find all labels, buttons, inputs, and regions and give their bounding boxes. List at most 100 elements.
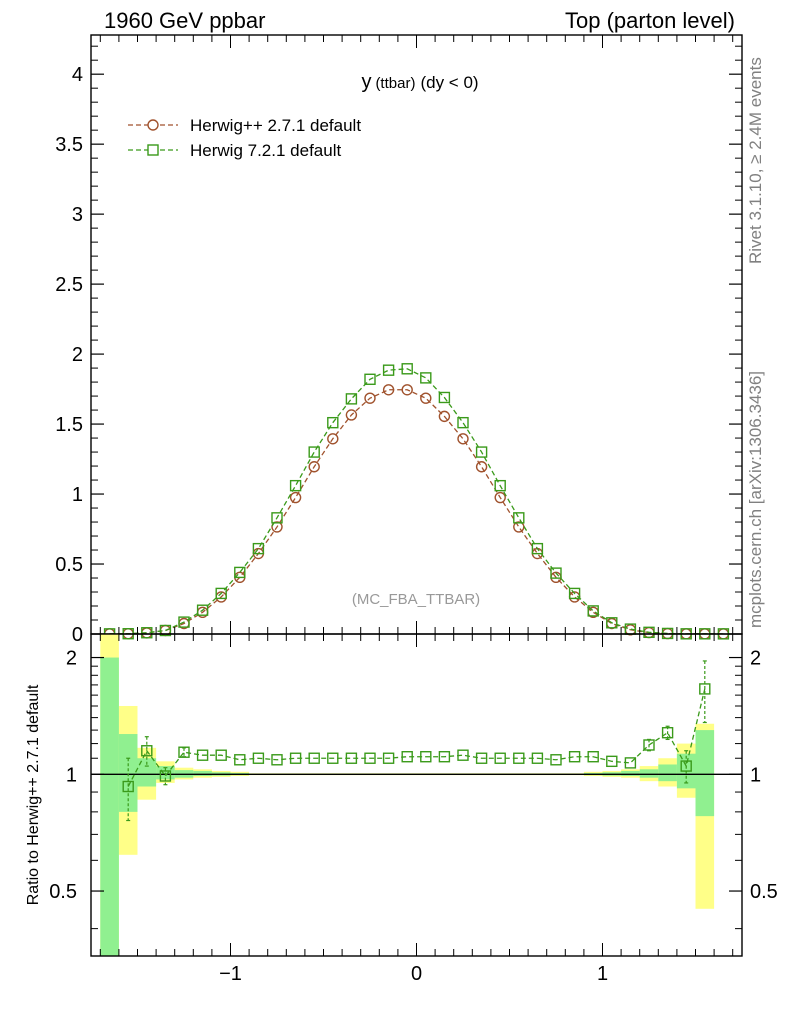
data-point-square: [364, 373, 376, 385]
x-tick-label: −1: [219, 963, 242, 985]
y-tick-label: 1.5: [55, 414, 83, 436]
data-point-square: [513, 512, 525, 524]
ratio-point: [606, 755, 618, 768]
legend-marker-circle: [147, 119, 159, 131]
data-point-square: [550, 567, 562, 579]
ratio-point: [568, 751, 581, 763]
ratio-band-green: [137, 758, 157, 787]
x-tick-label: 0: [411, 963, 422, 985]
ratio-y-tick-label: 0.5: [49, 881, 77, 903]
data-point-square: [215, 587, 227, 600]
data-point-square: [159, 624, 172, 637]
y-tick-label: 3: [72, 204, 83, 226]
ratio-point: [531, 752, 544, 764]
data-point-square: [420, 372, 432, 384]
data-point-square: [606, 617, 618, 629]
plot-title: y (ttbar) (dy < 0): [361, 71, 478, 93]
ratio-axes-layer: −1 0 1 0.5 0.5 1 1 2 2: [49, 633, 778, 985]
y-tick-label: 4: [72, 64, 83, 86]
ratio-point: [587, 751, 599, 763]
ratio-band-green: [695, 730, 715, 817]
data-point-square: [271, 512, 283, 524]
data-point-square: [494, 479, 506, 492]
ratio-point: [401, 751, 413, 763]
ratio-bands-layer: [91, 634, 742, 956]
ratio-point: [141, 745, 153, 757]
x-tick-label: 1: [597, 963, 608, 985]
header-left: 1960 GeV ppbar: [104, 8, 265, 33]
data-point-circle: [420, 392, 432, 404]
series-line-0: [109, 389, 724, 635]
legend: Herwig++ 2.7.1 default Herwig 7.2.1 defau…: [128, 116, 361, 160]
ratio-point: [252, 752, 265, 764]
plot-title-small: (ttbar): [375, 75, 415, 92]
data-point-square: [401, 363, 413, 375]
ratio-point: [364, 752, 376, 764]
ratio-point: [550, 754, 562, 766]
ratio-point: [438, 751, 451, 763]
data-point-square: [234, 566, 246, 579]
data-point-circle: [438, 410, 451, 423]
ratio-point: [122, 780, 134, 793]
main-axes-layer: 0 0.5 1 1.5 2 2.5 3 3.5 4: [55, 34, 743, 646]
ratio-y-label: Ratio to Herwig++ 2.7.1 default: [25, 684, 42, 905]
ratio-band-green: [621, 770, 640, 776]
data-point-circle: [345, 409, 358, 421]
ratio-point: [308, 752, 320, 764]
y-tick-label: 2: [72, 344, 83, 366]
data-point-circle: [289, 491, 302, 504]
ratio-point: [513, 752, 525, 764]
ratio-point: [494, 752, 506, 764]
y-tick-label: 2.5: [55, 274, 83, 296]
ratio-point: [680, 760, 692, 772]
analysis-watermark: (MC_FBA_TTBAR): [352, 591, 480, 608]
ratio-point: [289, 752, 302, 764]
rivet-label: Rivet 3.1.10, ≥ 2.4M events: [746, 57, 765, 264]
series-line-1: [109, 368, 724, 635]
ratio-point: [420, 751, 432, 763]
legend-label: Herwig 7.2.1 default: [190, 141, 341, 160]
header-right: Top (parton level): [565, 8, 735, 33]
legend-label: Herwig++ 2.7.1 default: [190, 116, 361, 135]
y-tick-label: 0: [72, 624, 83, 646]
main-plot-panel: 0 0.5 1 1.5 2 2.5 3 3.5 4 y (ttbar) (dy < 0) (MC_F…: [55, 34, 743, 646]
data-point-square: [475, 446, 488, 458]
ratio-point: [624, 757, 637, 769]
data-point-square: [345, 393, 358, 405]
data-point-circle: [475, 461, 488, 473]
main-series-layer: [103, 363, 730, 640]
ratio-y-tick-label-right: 1: [750, 764, 761, 786]
data-point-square: [289, 479, 302, 492]
ratio-band-green: [193, 770, 212, 776]
ratio-band-green: [639, 769, 659, 778]
data-point-square: [438, 391, 451, 404]
data-point-circle: [457, 433, 469, 445]
ratio-point: [382, 752, 395, 764]
data-point-square: [643, 626, 655, 639]
ratio-point: [475, 752, 488, 764]
data-point-square: [457, 416, 469, 429]
plot-title-tail: (dy < 0): [420, 73, 478, 92]
data-point-square: [568, 587, 581, 600]
data-point-circle: [327, 433, 339, 445]
y-tick-label: 1: [72, 484, 83, 506]
legend-marker-square: [147, 144, 159, 156]
ratio-point: [457, 749, 469, 761]
data-point-square: [178, 616, 190, 628]
ratio-series-layer: [122, 660, 711, 822]
ratio-y-tick-label: 2: [66, 648, 77, 670]
data-point-square: [531, 542, 544, 555]
ratio-band-green: [100, 657, 119, 956]
ratio-y-tick-label-right: 2: [750, 648, 761, 670]
ratio-point: [699, 683, 711, 695]
ratio-point: [159, 770, 172, 782]
mcplots-label: mcplots.cern.ch [arXiv:1306.3436]: [746, 371, 765, 628]
data-point-square: [252, 542, 265, 555]
ratio-band-green: [118, 734, 138, 812]
data-point-circle: [382, 384, 395, 396]
data-point-square: [196, 604, 209, 616]
ratio-point: [178, 746, 190, 758]
data-point-square: [327, 416, 339, 429]
data-point-circle: [494, 491, 506, 504]
data-point-square: [382, 364, 395, 376]
